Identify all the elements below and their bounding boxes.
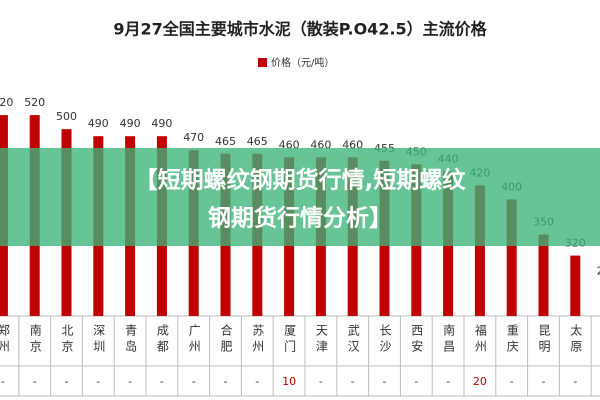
- x-tick-label: 福州: [473, 323, 487, 356]
- change-label: -: [65, 375, 69, 388]
- banner: [0, 148, 600, 246]
- change-label: -: [255, 375, 259, 388]
- change-label: -: [383, 375, 387, 388]
- change-label: -: [128, 375, 132, 388]
- change-label: -: [510, 375, 514, 388]
- x-tick-label: 深圳: [92, 324, 106, 356]
- legend-swatch: [258, 58, 267, 67]
- x-tick-label: 太原: [569, 323, 583, 356]
- change-label: -: [96, 375, 100, 388]
- change-label: -: [414, 375, 418, 388]
- bar: [474, 185, 485, 316]
- chart-title: 9月27全国主要城市水泥（散装P.O42.5）主流价格: [113, 20, 487, 39]
- x-tick-label: 天津: [314, 324, 328, 356]
- x-tick-label: 郑州: [0, 323, 10, 356]
- change-label: -: [224, 375, 228, 388]
- value-label: 500: [56, 110, 77, 123]
- x-tick-label: 昆明: [537, 324, 551, 356]
- x-tick-label: 长沙: [378, 324, 392, 356]
- x-tick-label: 成都: [155, 324, 169, 356]
- x-tick-label: 重庆: [505, 324, 519, 356]
- value-label: 465: [215, 135, 236, 148]
- x-tick-label: 苏州: [251, 324, 265, 356]
- change-label: -: [542, 375, 546, 388]
- value-label: 470: [183, 131, 204, 144]
- x-tick-label: 厦门: [283, 324, 297, 356]
- value-label: 520: [24, 96, 45, 109]
- x-tick-label: 青岛: [124, 324, 138, 356]
- change-label: -: [573, 375, 577, 388]
- change-label: -: [446, 375, 450, 388]
- change-label: -: [192, 375, 196, 388]
- x-tick-label: 南昌: [442, 323, 456, 356]
- value-label: 490: [151, 117, 172, 130]
- change-label: -: [33, 375, 37, 388]
- value-label: 490: [120, 117, 141, 130]
- x-tick-label: 广州: [187, 324, 201, 356]
- bar: [538, 234, 549, 316]
- value-label: 465: [247, 135, 268, 148]
- x-tick-label: 北京: [60, 324, 74, 356]
- change-label: 10: [282, 375, 296, 388]
- bar: [570, 255, 581, 316]
- change-label: 20: [473, 375, 487, 388]
- value-label: 280: [597, 265, 600, 278]
- legend-label: 价格（元/吨）: [271, 56, 334, 69]
- x-tick-label: 武汉: [346, 324, 360, 356]
- change-label: -: [351, 375, 355, 388]
- x-tick-label: 西安: [410, 324, 424, 356]
- change-label: -: [1, 375, 5, 388]
- value-label: 490: [88, 117, 109, 130]
- change-label: -: [160, 375, 164, 388]
- x-tick-label: 南京: [28, 323, 42, 356]
- banner-text: 【短期螺纹钢期货行情,短期螺纹: [135, 167, 467, 194]
- x-tick-label: 合肥: [219, 323, 233, 356]
- banner-text: 钢期货行情分析】: [208, 205, 392, 232]
- value-label: 520: [0, 96, 13, 109]
- bar: [506, 199, 517, 316]
- change-label: -: [319, 375, 323, 388]
